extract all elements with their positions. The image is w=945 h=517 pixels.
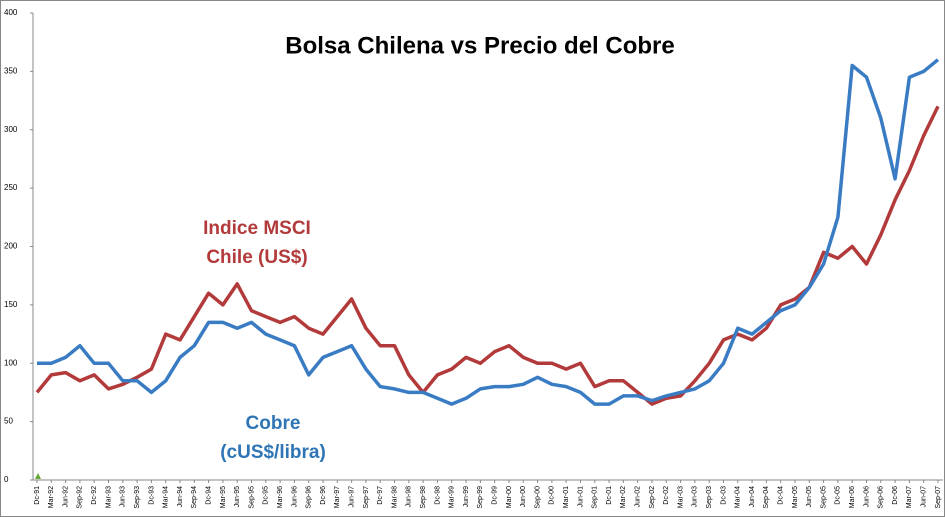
x-tick-label: Jun-07: [921, 486, 928, 508]
x-tick-label: Dc-05: [835, 486, 842, 505]
x-tick-label: Dc-98: [434, 486, 441, 505]
x-tick-label: Jun-04: [749, 486, 756, 508]
chart-title: Bolsa Chilena vs Precio del Cobre: [285, 32, 674, 59]
x-tick-label: Mar-96: [277, 486, 284, 508]
x-tick-label: Sep-07: [935, 486, 942, 509]
x-tick-label: Mar-97: [334, 486, 341, 508]
x-tick-label: Mar-05: [792, 486, 799, 508]
x-tick-label: Dc-91: [34, 486, 41, 505]
y-tick-label: 400: [4, 8, 18, 17]
x-tick-label: Jun-06: [863, 486, 870, 508]
x-tick-label: Sep-03: [706, 486, 713, 509]
x-tick-label: Sep-02: [649, 486, 656, 509]
y-tick-label: 200: [4, 242, 18, 251]
x-tick-label: Jun-99: [463, 486, 470, 508]
x-tick-label: Dc-04: [778, 486, 785, 505]
x-tick-label: Sep-96: [306, 486, 313, 509]
x-tick-label: Sep-00: [534, 486, 541, 509]
x-tick-label: Dc-94: [205, 486, 212, 505]
x-tick-label: Jun-97: [348, 486, 355, 508]
origin-marker: [35, 473, 41, 479]
x-tick-label: Jun-05: [806, 486, 813, 508]
x-tick-label: Jun-00: [520, 486, 527, 508]
x-tick-label: Sep-04: [763, 486, 770, 509]
x-tick-label: Jun-02: [635, 486, 642, 508]
x-tick-label: Mar-02: [620, 486, 627, 508]
x-tick-label: Jun-03: [692, 486, 699, 508]
x-tick-label: Mar-07: [906, 486, 913, 508]
x-tick-label: Dc-02: [663, 486, 670, 505]
y-tick-label: 150: [4, 300, 18, 309]
y-tick-label: 250: [4, 183, 18, 192]
x-tick-label: Sep-97: [363, 486, 370, 509]
x-tick-label: Sep-93: [134, 486, 141, 509]
x-tick-label: Jun-94: [177, 486, 184, 508]
y-tick-label: 300: [4, 125, 18, 134]
x-tick-label: Mar-03: [677, 486, 684, 508]
x-tick-label: Dc-96: [320, 486, 327, 505]
x-tick-label: Jun-92: [62, 486, 69, 508]
x-tick-label: Dc-06: [892, 486, 899, 505]
x-tick-label: Sep-01: [592, 486, 599, 509]
annotation: (cUS$/libra): [220, 442, 326, 463]
x-tick-label: Dc-99: [491, 486, 498, 505]
x-tick-label: Jun-96: [291, 486, 298, 508]
x-tick-label: Dc-95: [263, 486, 270, 505]
annotation: Cobre: [246, 413, 301, 434]
x-tick-label: Sep-94: [191, 486, 198, 509]
x-tick-label: Mar-94: [163, 486, 170, 508]
x-tick-label: Mar-92: [48, 486, 55, 508]
x-tick-label: Jun-01: [577, 486, 584, 508]
series-line: [37, 58, 940, 406]
x-tick-label: Mar-95: [220, 486, 227, 508]
series-line: [35, 105, 940, 406]
x-tick-label: Dc-92: [91, 486, 98, 505]
annotation: Indice MSCI: [203, 218, 311, 239]
x-tick-label: Mar-00: [506, 486, 513, 508]
x-tick-label: Sep-95: [248, 486, 255, 509]
x-tick-label: Mar-98: [391, 486, 398, 508]
x-tick-label: Mar-06: [849, 486, 856, 508]
x-tick-label: Sep-99: [477, 486, 484, 509]
x-tick-label: Dc-93: [148, 486, 155, 505]
x-tick-label: Mar-93: [105, 486, 112, 508]
x-tick-label: Mar-99: [449, 486, 456, 508]
x-tick-label: Jun-95: [234, 486, 241, 508]
annotation: Chile (US$): [206, 247, 307, 268]
x-tick-label: Mar-04: [735, 486, 742, 508]
y-tick-label: 100: [4, 358, 18, 367]
x-tick-label: Sep-06: [878, 486, 885, 509]
y-tick-label: 50: [4, 417, 13, 426]
x-tick-label: Sep-92: [77, 486, 84, 509]
x-tick-label: Mar-01: [563, 486, 570, 508]
y-tick-label: 350: [4, 66, 18, 75]
x-tick-label: Dc-00: [549, 486, 556, 505]
x-tick-label: Sep-98: [420, 486, 427, 509]
x-tick-label: Sep-05: [820, 486, 827, 509]
x-tick-label: Dc-97: [377, 486, 384, 505]
x-tick-label: Dc-01: [606, 486, 613, 505]
y-tick-label: 0: [4, 475, 9, 484]
x-tick-label: Jun-98: [406, 486, 413, 508]
x-tick-label: Dc-03: [720, 486, 727, 505]
x-tick-label: Jun-93: [120, 486, 127, 508]
